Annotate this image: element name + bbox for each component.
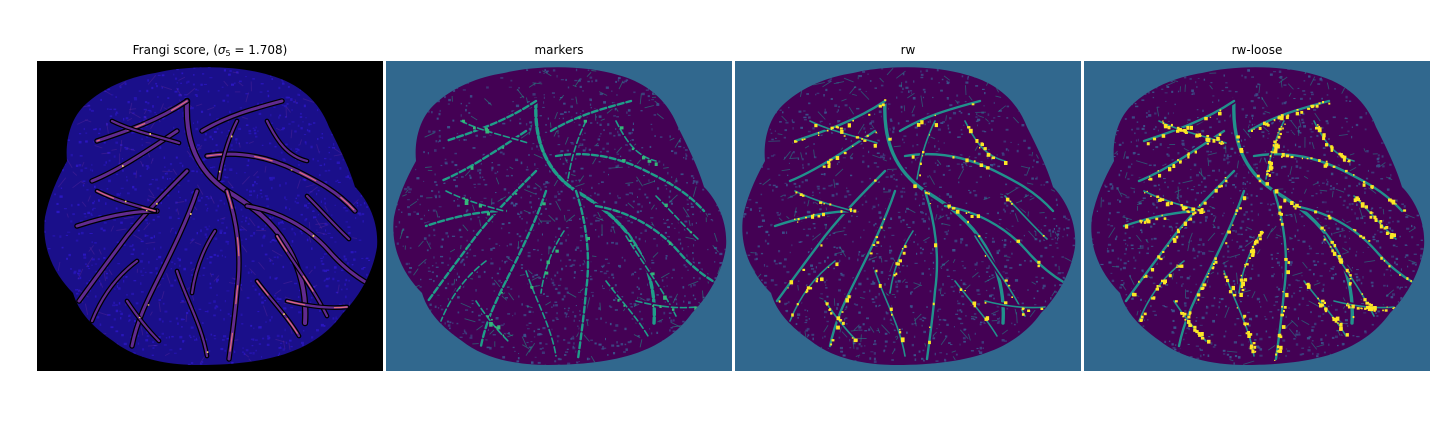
- frangi-title-suffix: = 1.708): [230, 43, 288, 57]
- frangi-title-subscript: 5: [225, 49, 231, 58]
- rw-panel-title: rw: [900, 43, 916, 57]
- frangi-score-image: [37, 61, 383, 371]
- rw-loose-panel-title: rw-loose: [1231, 43, 1283, 57]
- rw-image: [735, 61, 1081, 371]
- frangi-score-canvas: [37, 61, 383, 371]
- markers-panel-title: markers: [534, 43, 584, 57]
- rw-loose-canvas: [1084, 61, 1430, 371]
- frangi-vessel-network: [74, 97, 370, 362]
- rw-loose-image: [1084, 61, 1430, 371]
- frangi-panel-title: Frangi score, (σ5 = 1.708): [37, 43, 383, 58]
- rw-vessel-network: [772, 97, 1068, 362]
- rw-loose-tissue-region: [1091, 67, 1425, 365]
- frangi-highlight-layer: [122, 133, 315, 353]
- frangi-title-prefix: Frangi score, (: [132, 43, 218, 57]
- markers-highlight-layer: [445, 116, 698, 337]
- rw-highlight-layer: [778, 99, 1045, 346]
- rw-canvas: [735, 61, 1081, 371]
- rw-loose-texture-layer: [1091, 67, 1425, 365]
- rw-loose-highlight-layer: [1124, 101, 1412, 361]
- markers-canvas: [386, 61, 732, 371]
- markers-image: [386, 61, 732, 371]
- rw-tissue-region: [742, 67, 1076, 365]
- markers-vessel-network: [423, 97, 719, 362]
- frangi-tissue-region: [44, 67, 378, 365]
- frangi-title-sigma: σ: [217, 43, 226, 57]
